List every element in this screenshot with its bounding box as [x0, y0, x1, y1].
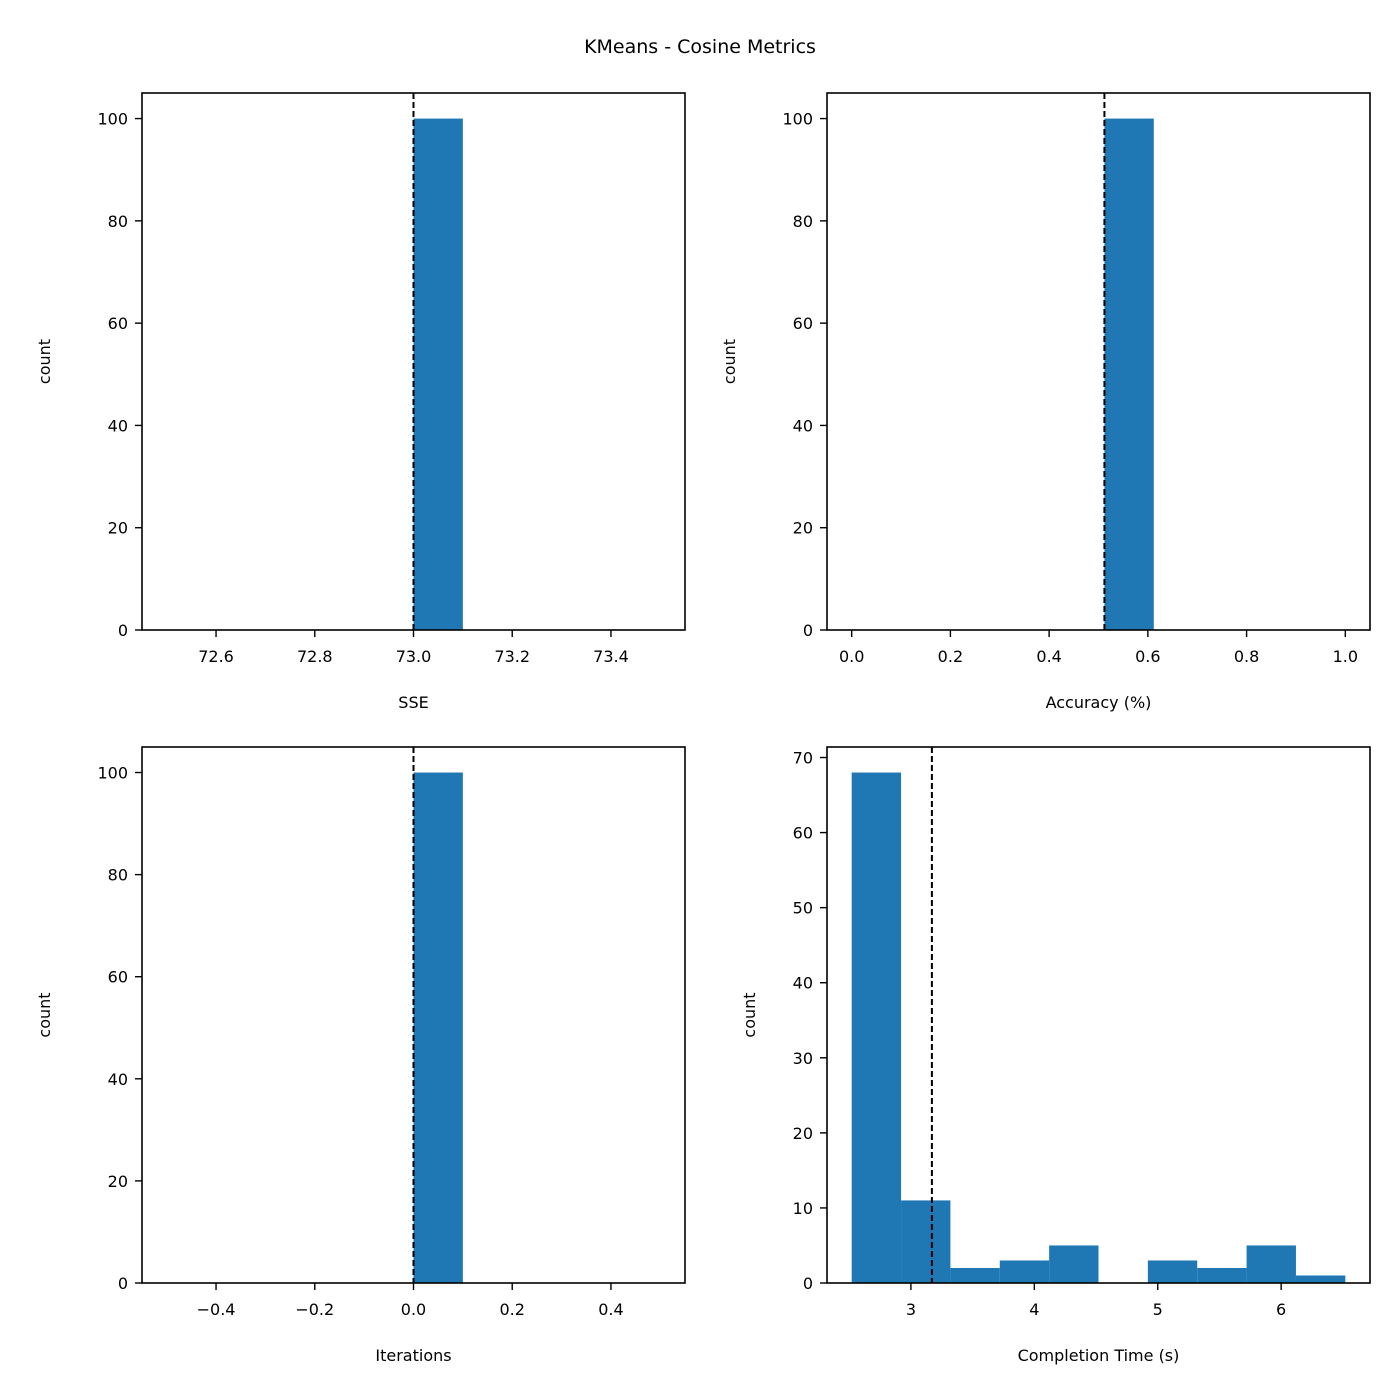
figure-title: KMeans - Cosine Metrics [584, 36, 816, 58]
x-tick-label: 0.4 [598, 1300, 623, 1319]
x-tick-label: 72.6 [198, 647, 234, 666]
y-tick-label: 60 [793, 314, 813, 333]
y-tick-label: 40 [108, 1070, 128, 1089]
histogram-bar [950, 1267, 1000, 1283]
histogram-bar [413, 118, 463, 631]
x-tick-label: 6 [1276, 1300, 1286, 1319]
histogram-bar [851, 772, 902, 1283]
y-tick-label: 20 [793, 1124, 813, 1143]
x-tick-label: 73.0 [396, 647, 432, 666]
y-tick-label: 80 [108, 212, 128, 231]
x-tick-label: 5 [1153, 1300, 1163, 1319]
histogram-bar [1197, 1267, 1247, 1283]
x-tick-label: 0.2 [500, 1300, 525, 1319]
y-tick-label: 10 [793, 1199, 813, 1218]
axes-frame [826, 746, 1371, 1284]
y-tick-label: 20 [108, 519, 128, 538]
y-tick-label: 0 [118, 621, 128, 640]
histogram-bar [999, 1260, 1050, 1283]
y-tick-label: 80 [108, 866, 128, 885]
x-axis-label: Iterations [375, 1346, 451, 1365]
y-axis-label: count [740, 992, 759, 1037]
axes-frame [826, 92, 1371, 631]
x-axis-label: Completion Time (s) [1018, 1346, 1180, 1365]
x-tick-label: 3 [906, 1300, 916, 1319]
y-tick-label: 40 [793, 416, 813, 435]
y-axis-label: count [35, 992, 54, 1037]
x-axis-label: Accuracy (%) [1046, 693, 1152, 712]
histogram-bar [1104, 118, 1154, 631]
x-tick-label: 1.0 [1333, 647, 1358, 666]
x-tick-label: 0.2 [938, 647, 963, 666]
x-axis-label: SSE [398, 693, 428, 712]
subplot-1: 72.6 72.8 73.0 73.2 73.4 0 20 40 60 80 100 SSE count [35, 92, 686, 712]
y-tick-label: 0 [803, 621, 813, 640]
x-tick-label: 73.2 [494, 647, 530, 666]
histogram-bar [413, 772, 463, 1283]
y-tick-label: 50 [793, 899, 813, 918]
y-tick-label: 0 [118, 1274, 128, 1293]
y-tick-label: 0 [803, 1274, 813, 1293]
histogram-bar [1295, 1275, 1346, 1283]
y-axis-label: count [720, 339, 739, 384]
x-tick-label: 0.8 [1234, 647, 1259, 666]
histogram-bar [901, 1200, 951, 1283]
histogram-bar [1049, 1245, 1099, 1283]
y-tick-label: 40 [108, 416, 128, 435]
y-tick-label: 100 [97, 110, 128, 129]
y-tick-label: 70 [793, 749, 813, 768]
y-tick-label: 60 [108, 314, 128, 333]
y-tick-label: 20 [108, 1172, 128, 1191]
y-tick-label: 30 [793, 1049, 813, 1068]
x-tick-label: 73.4 [593, 647, 629, 666]
x-tick-label: −0.4 [197, 1300, 236, 1319]
y-tick-label: 20 [793, 519, 813, 538]
x-tick-label: 4 [1029, 1300, 1039, 1319]
x-tick-label: 0.6 [1135, 647, 1160, 666]
x-tick-label: 0.0 [401, 1300, 426, 1319]
y-tick-label: 80 [793, 212, 813, 231]
y-axis-label: count [35, 339, 54, 384]
x-tick-label: 0.0 [839, 647, 864, 666]
y-tick-label: 40 [793, 974, 813, 993]
x-tick-label: −0.2 [295, 1300, 334, 1319]
y-tick-label: 100 [782, 110, 813, 129]
y-tick-label: 60 [108, 968, 128, 987]
histogram-bar [1246, 1245, 1296, 1283]
x-tick-label: 72.8 [297, 647, 333, 666]
subplot-2: 0.0 0.2 0.4 0.6 0.8 1.0 0 20 40 60 80 100 Accuracy (… [720, 92, 1371, 712]
subplot-3: −0.4 −0.2 0.0 0.2 0.4 0 20 40 60 80 100 Iterations c… [35, 746, 686, 1365]
y-tick-label: 100 [97, 764, 128, 783]
histogram-bar [1147, 1260, 1198, 1283]
y-tick-label: 60 [793, 824, 813, 843]
x-tick-label: 0.4 [1036, 647, 1061, 666]
